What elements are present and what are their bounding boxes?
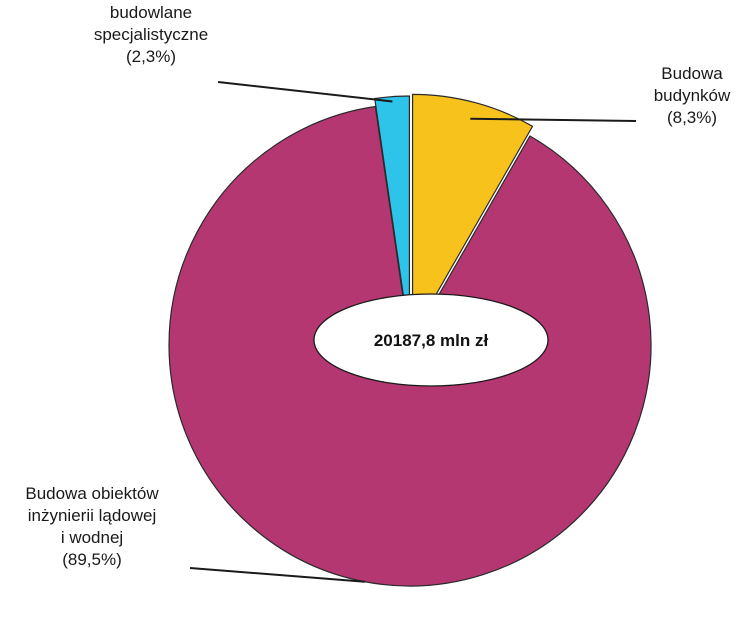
slice-label-3-line-3: specjalistyczne	[94, 25, 208, 44]
slice-label-2-line-4: (89,5%)	[62, 550, 122, 569]
slice-label-2: Budowa obiektów inżynierii lądowej i wodne…	[25, 484, 159, 569]
slice-label-3-line-4: (2,3%)	[126, 47, 176, 66]
slice-label-2-line-1: Budowa obiektów	[25, 484, 159, 503]
slice-label-2-line-3: i wodnej	[61, 528, 123, 547]
leader-line-1	[470, 117, 637, 122]
center-label-ellipse	[313, 293, 549, 387]
slice-label-1-line-3: (8,3%)	[667, 108, 717, 127]
slice-label-2-line-2: inżynierii lądowej	[28, 506, 157, 525]
slice-label-1-line-1: Budowa	[661, 64, 723, 83]
slice-labels-layer: Budowa budynków (8,3%) Budowa obiektów inżyn…	[25, 0, 731, 569]
leader-line-3	[217, 81, 393, 103]
slice-label-1: Budowa budynków (8,3%)	[654, 64, 731, 127]
pie-slice-1	[411, 93, 534, 336]
leader-line-2	[189, 567, 365, 583]
slice-label-3: Robotybudowlanespecjalistyczne(2,3%)	[94, 0, 208, 66]
slice-label-3-line-2: budowlane	[110, 3, 192, 22]
slice-label-1-line-2: budynków	[654, 86, 731, 105]
leader-lines-layer	[189, 81, 637, 583]
center-total-label: 20187,8 mln zł	[374, 331, 489, 350]
